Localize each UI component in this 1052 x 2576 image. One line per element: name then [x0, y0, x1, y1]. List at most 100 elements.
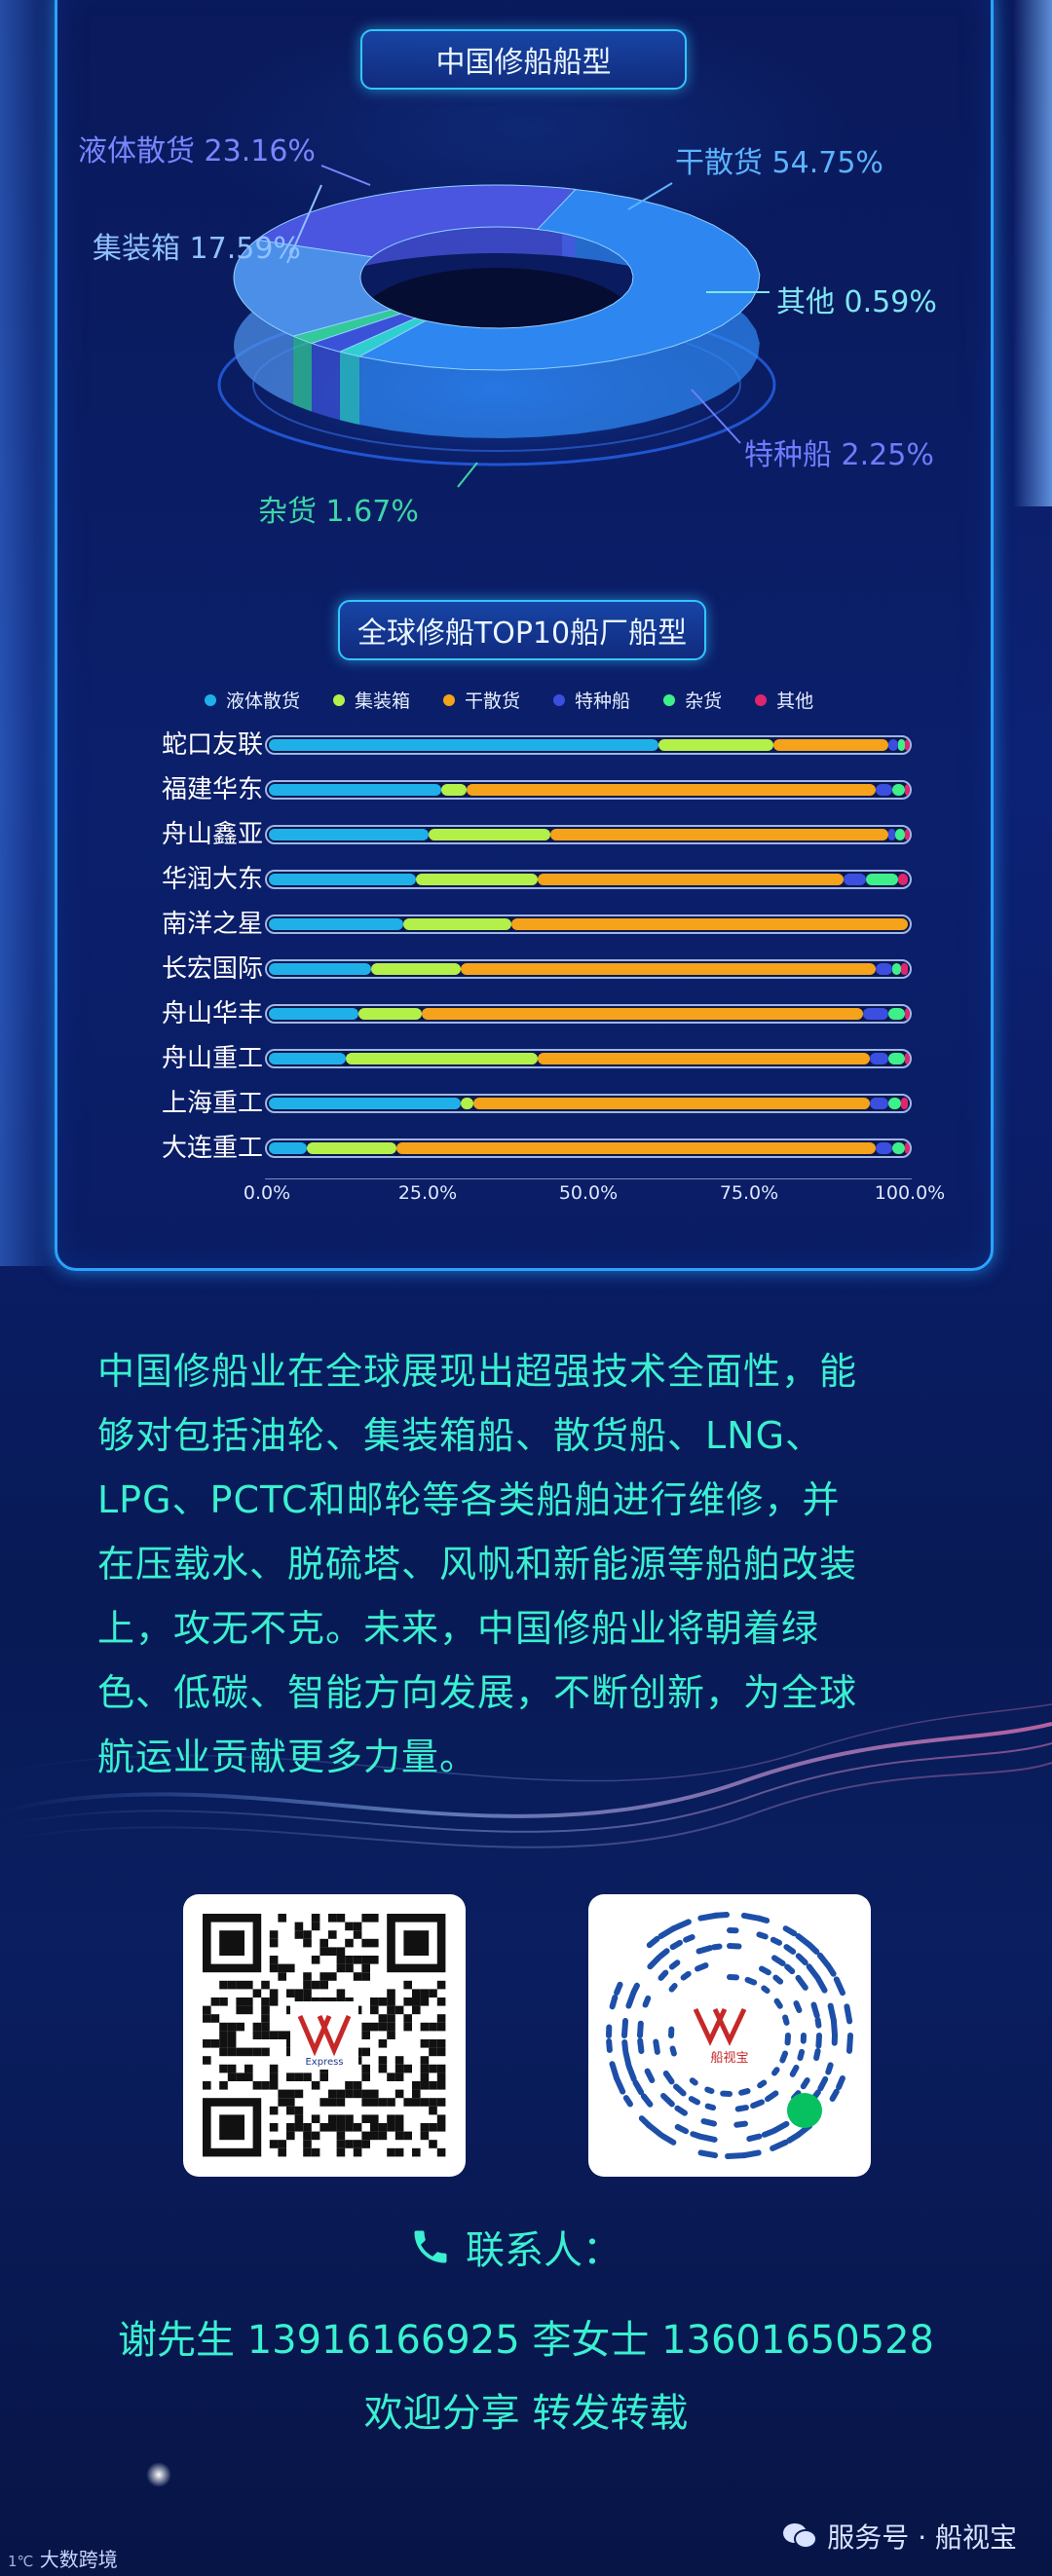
bar-segment-杂货 — [866, 874, 899, 885]
bar-track — [265, 870, 912, 889]
bar-segment-杂货 — [888, 1053, 905, 1064]
sparkle-decoration — [146, 2462, 171, 2487]
paragraph-line: 够对包括油轮、集装箱船、散货船、LNG、 — [97, 1414, 824, 1457]
legend-item-2: 干散货 — [443, 687, 520, 713]
bar-segment-集装箱 — [415, 874, 538, 885]
bar-segment-液体散货 — [269, 1142, 308, 1154]
bar-category-label: 福建华东 — [161, 775, 263, 804]
legend-dot — [333, 693, 346, 706]
ship-type-donut-chart — [205, 184, 789, 482]
bar-segment-液体散货 — [269, 963, 371, 975]
donut-wall-其他 — [339, 352, 360, 426]
description-paragraph: 中国修船业在全球展现出超强技术全面性，能 够对包括油轮、集装箱船、散货船、LNG、… — [97, 1339, 964, 1789]
mini-program-code[interactable]: 船视宝 — [588, 1894, 871, 2177]
bar-track — [265, 825, 912, 844]
bar-segment-液体散货 — [269, 874, 416, 885]
phone-icon — [414, 2230, 447, 2263]
bar-segment-干散货 — [537, 1053, 870, 1064]
svg-text:Express: Express — [305, 2057, 343, 2068]
label-container: 集装箱 17.59% — [93, 232, 301, 266]
legend-item-3: 特种船 — [553, 687, 630, 713]
bar-track — [265, 1139, 912, 1158]
bar-segment-集装箱 — [345, 1053, 538, 1064]
bar-section-title: 全球修船TOP10船厂船型 — [338, 600, 706, 660]
donut-section-title: 中国修船船型 — [360, 29, 687, 90]
paragraph-line: LPG、PCTC和邮轮等各类船舶进行维修，并 — [97, 1478, 841, 1521]
bar-segment-液体散货 — [269, 1008, 358, 1020]
bar-segment-液体散货 — [269, 739, 659, 751]
paragraph-line: 上，攻无不克。未来，中国修船业将朝着绿 — [97, 1607, 820, 1650]
bar-segment-干散货 — [537, 874, 845, 885]
bar-segment-特种船 — [844, 874, 867, 885]
bar-segment-特种船 — [876, 963, 892, 975]
legend-dot — [755, 693, 768, 706]
legend-label: 集装箱 — [355, 691, 411, 712]
donut-slice-液体散货 — [255, 184, 577, 258]
bar-segment-特种船 — [888, 829, 895, 840]
legend-dot — [553, 693, 566, 706]
footer-source: 1℃ 大数跨境 — [8, 2548, 118, 2571]
bar-segment-杂货 — [891, 963, 902, 975]
bar-category-label: 舟山重工 — [161, 1044, 263, 1073]
bar-track — [265, 1049, 912, 1068]
bar-track — [265, 735, 912, 755]
bar-track — [265, 959, 912, 979]
legend-dot — [663, 693, 676, 706]
bar-row: 舟山鑫亚 — [136, 818, 916, 851]
bar-segment-特种船 — [876, 1142, 892, 1154]
x-tick-label: 0.0% — [243, 1182, 291, 1204]
bar-category-label: 上海重工 — [161, 1089, 263, 1118]
mini-program-icon — [787, 2093, 822, 2128]
bar-row: 舟山重工 — [136, 1042, 916, 1075]
contact-people: 谢先生 13916166925 李女士 13601650528 — [117, 2318, 935, 2363]
bar-segment-集装箱 — [658, 739, 774, 751]
bar-row: 华润大东 — [136, 863, 916, 896]
brand-logo-icon — [297, 2015, 352, 2057]
bar-row: 福建华东 — [136, 773, 916, 806]
x-tick-label: 100.0% — [874, 1182, 946, 1204]
legend-dot — [443, 693, 456, 706]
label-other: 其他 0.59% — [776, 285, 937, 319]
legend-dot — [205, 693, 216, 706]
bar-segment-其他 — [904, 1008, 910, 1020]
x-tick-label: 25.0% — [397, 1182, 458, 1204]
bar-category-label: 舟山华丰 — [161, 999, 263, 1028]
bar-segment-干散货 — [472, 1098, 870, 1109]
light-wave-decoration — [0, 1703, 1052, 1848]
bar-segment-杂货 — [898, 739, 905, 751]
wechat-qr-code[interactable]: Express — [183, 1894, 466, 2177]
bar-segment-特种船 — [869, 1053, 889, 1064]
bar-category-label: 南洋之星 — [161, 910, 263, 939]
bar-segment-干散货 — [422, 1008, 864, 1020]
bar-segment-其他 — [904, 784, 910, 796]
contact-title-text: 联系人： — [466, 2228, 621, 2273]
bar-segment-其他 — [904, 739, 910, 751]
bar-segment-液体散货 — [269, 1098, 461, 1109]
label-dry-bulk: 干散货 54.75% — [675, 146, 883, 180]
bar-row: 大连重工 — [136, 1132, 916, 1165]
qr-code-pattern: Express — [203, 1914, 446, 2157]
bar-segment-集装箱 — [460, 1098, 473, 1109]
bar-segment-干散货 — [773, 739, 889, 751]
bar-track — [265, 780, 912, 800]
label-special: 特种船 2.25% — [744, 438, 934, 472]
bar-segment-干散货 — [511, 918, 908, 930]
footer-account[interactable]: 服务号 · 船视宝 — [782, 2517, 1017, 2556]
bar-segment-其他 — [904, 829, 910, 840]
bar-row: 南洋之星 — [136, 908, 916, 941]
bar-segment-液体散货 — [269, 1053, 346, 1064]
bar-category-label: 舟山鑫亚 — [161, 820, 263, 849]
bar-track — [265, 915, 912, 934]
bar-category-label: 华润大东 — [161, 865, 263, 894]
x-axis-line — [265, 1178, 912, 1179]
paragraph-line: 在压载水、脱硫塔、风帆和新能源等船舶改装 — [97, 1543, 858, 1586]
legend-item-0: 液体散货 — [205, 687, 300, 713]
bar-segment-杂货 — [888, 1008, 905, 1020]
bar-row: 上海重工 — [136, 1087, 916, 1120]
bar-segment-干散货 — [396, 1142, 877, 1154]
donut-wall-特种船 — [311, 343, 340, 421]
bar-row: 舟山华丰 — [136, 997, 916, 1030]
bar-segment-集装箱 — [429, 829, 550, 840]
label-liquid-bulk: 液体散货 23.16% — [78, 134, 316, 168]
bar-category-label: 蛇口友联 — [161, 730, 263, 760]
